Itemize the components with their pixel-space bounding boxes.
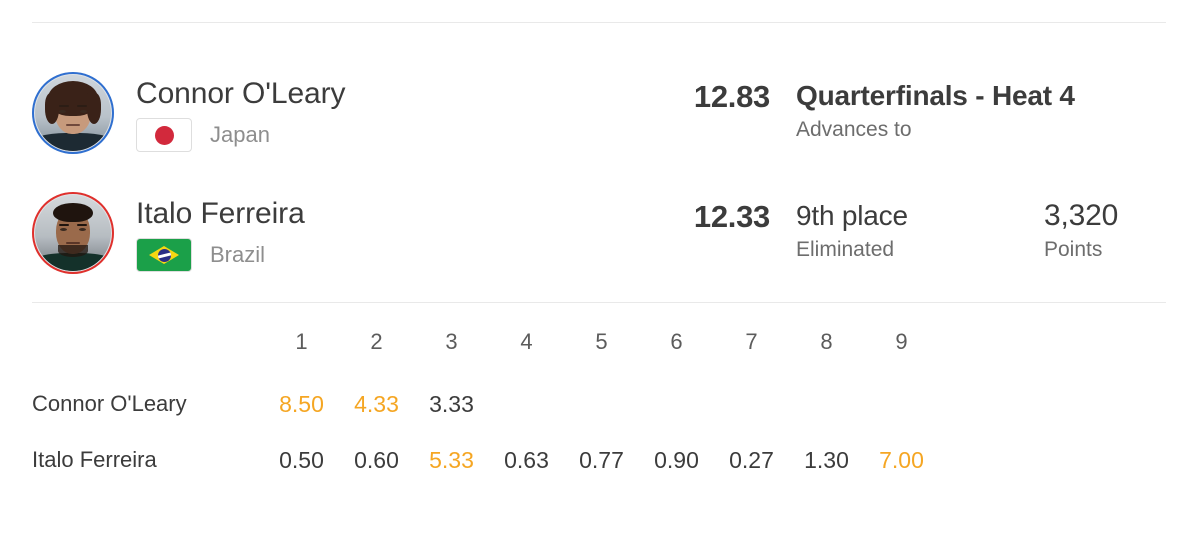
brazil-flag-icon [136, 238, 192, 272]
outcome-block: Quarterfinals - Heat 4 Advances to [796, 78, 1075, 144]
wave-score-cell [564, 390, 639, 446]
country-name: Japan [210, 122, 270, 147]
wave-column-header: 6 [670, 329, 683, 354]
points-block: 3,320 Points [1044, 198, 1166, 264]
wave-score-cell [789, 390, 864, 446]
score-row-athlete-name: Italo Ferreira [32, 447, 157, 472]
wave-scores-table: 1 2 3 4 5 6 7 8 9 Connor O'Leary 8.50 4.… [32, 328, 939, 474]
wave-score-cell: 0.50 [279, 447, 324, 473]
outcome-subtitle: Advances to [796, 118, 912, 141]
wave-column-header: 3 [445, 329, 458, 354]
athlete-row[interactable]: Italo Ferreira Brazil 12.33 9th place El… [32, 178, 1166, 288]
country-line: Brazil [136, 238, 305, 272]
wave-column-header: 8 [820, 329, 833, 354]
points-value: 3,320 [1044, 199, 1119, 232]
wave-column-header: 7 [745, 329, 758, 354]
athlete-name: Connor O'Leary [136, 77, 346, 110]
outcome-subtitle: Eliminated [796, 238, 895, 261]
wave-column-header: 1 [295, 329, 308, 354]
wave-score-cell: 0.60 [354, 447, 399, 473]
outcome-block: 9th place Eliminated [796, 198, 1034, 264]
wave-column-header: 4 [520, 329, 533, 354]
wave-column-header: 2 [370, 329, 383, 354]
athlete-identity: Connor O'Leary Japan [136, 76, 346, 152]
points-block [1044, 78, 1166, 80]
country-line: Japan [136, 118, 345, 152]
wave-score-cell: 7.00 [879, 447, 924, 473]
wave-score-cell: 0.63 [504, 447, 549, 473]
wave-score-cell: 1.30 [804, 447, 849, 473]
wave-score-cell [639, 390, 714, 446]
wave-score-cell [864, 390, 939, 446]
wave-score-cell: 5.33 [429, 447, 474, 473]
wave-column-header: 5 [595, 329, 608, 354]
section-divider [32, 302, 1166, 303]
wave-score-cell: 8.50 [279, 391, 324, 417]
athlete-portrait [35, 195, 111, 271]
wave-score-cell: 0.90 [654, 447, 699, 473]
wave-header-row: 1 2 3 4 5 6 7 8 9 [32, 328, 939, 390]
score-row-athlete-name: Connor O'Leary [32, 391, 187, 416]
wave-score-cell [714, 390, 789, 446]
outcome-title: 9th place [796, 200, 908, 231]
wave-score-cell: 4.33 [354, 391, 399, 417]
wave-scores-section: 1 2 3 4 5 6 7 8 9 Connor O'Leary 8.50 4.… [32, 328, 1166, 474]
japan-flag-icon [136, 118, 192, 152]
heat-total-score: 12.33 [693, 199, 770, 234]
wave-score-cell: 0.77 [579, 447, 624, 473]
points-label: Points [1044, 238, 1103, 261]
outcome-title[interactable]: Quarterfinals - Heat 4 [796, 80, 1075, 111]
wave-score-cell: 0.27 [729, 447, 774, 473]
wave-column-header: 9 [895, 329, 908, 354]
athlete-row[interactable]: Connor O'Leary Japan 12.83 Quarterfinals… [32, 58, 1166, 168]
athlete-result: 12.33 9th place Eliminated 3,320 Points [648, 192, 1166, 274]
wave-score-cell [489, 390, 564, 446]
athlete-identity: Italo Ferreira Brazil [136, 196, 305, 272]
athlete-result: 12.83 Quarterfinals - Heat 4 Advances to [648, 72, 1166, 154]
heat-total-score: 12.83 [693, 79, 770, 114]
top-divider [32, 22, 1166, 23]
wave-score-cell: 3.33 [429, 391, 474, 417]
athlete-portrait [35, 75, 111, 151]
country-name: Brazil [210, 242, 266, 267]
name-column-header [32, 328, 264, 390]
avatar [32, 72, 114, 154]
table-row: Italo Ferreira 0.50 0.60 5.33 0.63 0.77 … [32, 446, 939, 474]
avatar [32, 192, 114, 274]
table-row: Connor O'Leary 8.50 4.33 3.33 [32, 390, 939, 446]
athlete-name: Italo Ferreira [136, 197, 305, 230]
